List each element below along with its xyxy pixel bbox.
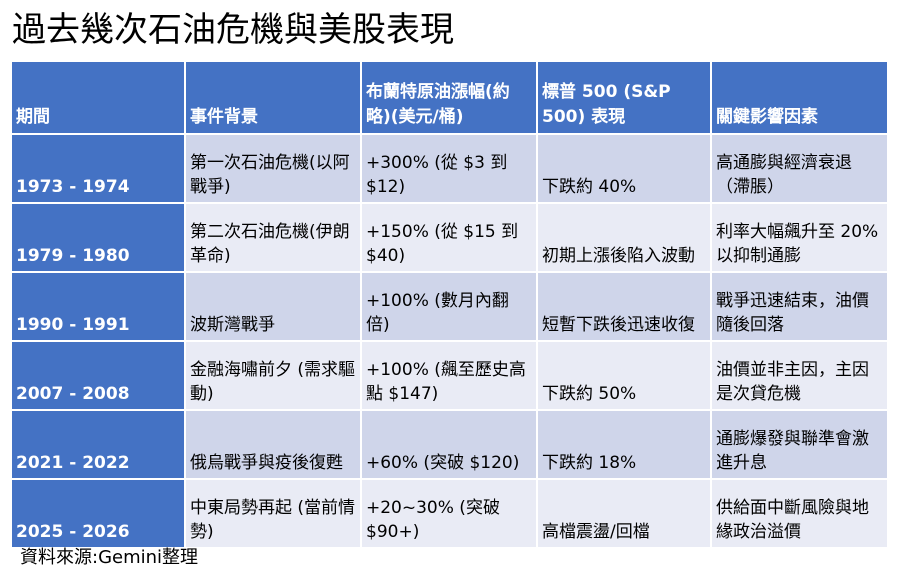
header-key-factors: 關鍵影響因素 xyxy=(710,60,889,135)
oil-rise-cell: +20~30% (突破 $90+) xyxy=(360,478,538,549)
key-factor-cell: 通膨爆發與聯準會激進升息 xyxy=(710,409,889,480)
oil-rise-cell: +300% (從 $3 到 $12) xyxy=(360,133,538,204)
event-cell: 金融海嘯前夕 (需求驅動) xyxy=(184,340,362,411)
period-cell: 2021 - 2022 xyxy=(10,409,186,480)
period-cell: 1973 - 1974 xyxy=(10,133,186,204)
event-cell: 中東局勢再起 (當前情勢) xyxy=(184,478,362,549)
period-cell: 1979 - 1980 xyxy=(10,202,186,273)
sp500-cell: 下跌約 50% xyxy=(536,340,712,411)
page-title: 過去幾次石油危機與美股表現 xyxy=(12,10,454,50)
sp500-cell: 下跌約 18% xyxy=(536,409,712,480)
oil-rise-cell: +60% (突破 $120) xyxy=(360,409,538,480)
table-row: 1979 - 1980 第二次石油危機(伊朗革命) +150% (從 $15 到… xyxy=(10,202,889,273)
period-cell: 2025 - 2026 xyxy=(10,478,186,549)
sp500-cell: 初期上漲後陷入波動 xyxy=(536,202,712,273)
key-factor-cell: 戰爭迅速結束，油價隨後回落 xyxy=(710,271,889,342)
oil-crisis-table: 期間 事件背景 布蘭特原油漲幅(約略)(美元/桶) 標普 500 (S&P 50… xyxy=(10,60,889,549)
table-row: 2025 - 2026 中東局勢再起 (當前情勢) +20~30% (突破 $9… xyxy=(10,478,889,549)
sp500-cell: 下跌約 40% xyxy=(536,133,712,204)
table-row: 2021 - 2022 俄烏戰爭與疫後復甦 +60% (突破 $120) 下跌約… xyxy=(10,409,889,480)
table-row: 1990 - 1991 波斯灣戰爭 +100% (數月內翻倍) 短暫下跌後迅速收… xyxy=(10,271,889,342)
period-cell: 1990 - 1991 xyxy=(10,271,186,342)
oil-rise-cell: +150% (從 $15 到 $40) xyxy=(360,202,538,273)
table-header-row: 期間 事件背景 布蘭特原油漲幅(約略)(美元/桶) 標普 500 (S&P 50… xyxy=(10,60,889,135)
key-factor-cell: 利率大幅飆升至 20% 以抑制通膨 xyxy=(710,202,889,273)
sp500-cell: 短暫下跌後迅速收復 xyxy=(536,271,712,342)
header-oil-rise: 布蘭特原油漲幅(約略)(美元/桶) xyxy=(360,60,538,135)
event-cell: 俄烏戰爭與疫後復甦 xyxy=(184,409,362,480)
oil-rise-cell: +100% (數月內翻倍) xyxy=(360,271,538,342)
event-cell: 波斯灣戰爭 xyxy=(184,271,362,342)
header-event: 事件背景 xyxy=(184,60,362,135)
key-factor-cell: 高通膨與經濟衰退（滯脹） xyxy=(710,133,889,204)
table-row: 2007 - 2008 金融海嘯前夕 (需求驅動) +100% (飆至歷史高點 … xyxy=(10,340,889,411)
header-sp500: 標普 500 (S&P 500) 表現 xyxy=(536,60,712,135)
sp500-cell: 高檔震盪/回檔 xyxy=(536,478,712,549)
oil-rise-cell: +100% (飆至歷史高點 $147) xyxy=(360,340,538,411)
period-cell: 2007 - 2008 xyxy=(10,340,186,411)
header-period: 期間 xyxy=(10,60,186,135)
table-row: 1973 - 1974 第一次石油危機(以阿戰爭) +300% (從 $3 到 … xyxy=(10,133,889,204)
key-factor-cell: 供給面中斷風險與地緣政治溢價 xyxy=(710,478,889,549)
source-note: 資料來源:Gemini整理 xyxy=(20,547,199,568)
event-cell: 第一次石油危機(以阿戰爭) xyxy=(184,133,362,204)
key-factor-cell: 油價並非主因，主因是次貸危機 xyxy=(710,340,889,411)
event-cell: 第二次石油危機(伊朗革命) xyxy=(184,202,362,273)
